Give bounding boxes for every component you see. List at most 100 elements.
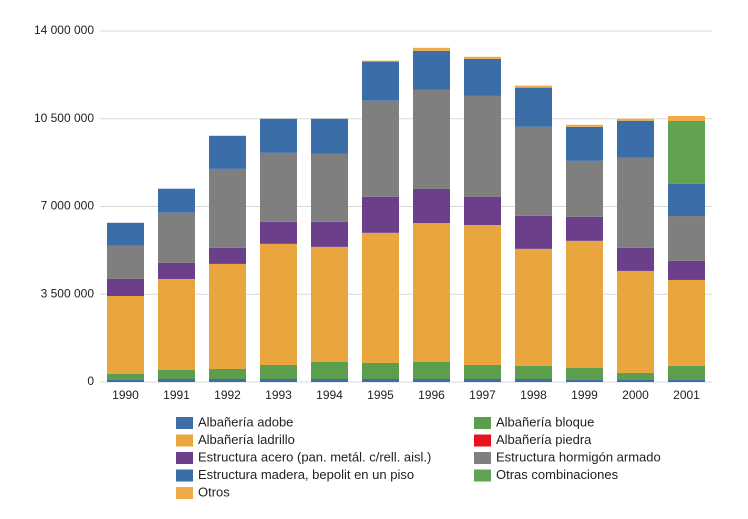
legend-label: Otros: [198, 484, 230, 499]
bar-segment: [158, 188, 195, 213]
bar-segment: [617, 372, 654, 380]
bar-segment: [107, 373, 144, 380]
bar-segment: [668, 279, 705, 366]
x-tick-label: 1991: [163, 388, 190, 402]
bar-segment: [107, 245, 144, 279]
bar-segment: [107, 222, 144, 246]
bar-segment: [362, 378, 399, 382]
bar-segment: [515, 126, 552, 216]
bar-segment: [617, 270, 654, 373]
bar-segment: [362, 100, 399, 197]
bar-segment: [209, 263, 246, 369]
bar-segment: [413, 47, 450, 51]
legend-swatch: [176, 417, 193, 429]
bar-segment: [362, 232, 399, 363]
bar-segment: [209, 168, 246, 248]
bar-segment: [515, 378, 552, 382]
y-tick-label: 3 500 000: [41, 286, 95, 300]
bar-segment: [617, 118, 654, 121]
x-tick-label: 1992: [214, 388, 241, 402]
legend-label: Albañería piedra: [496, 432, 592, 447]
bar-segment: [566, 160, 603, 217]
legend-label: Albañería ladrillo: [198, 432, 295, 447]
legend-label: Albañería adobe: [198, 414, 293, 429]
legend-label: Otras combinaciones: [496, 467, 619, 482]
legend-swatch: [474, 417, 491, 429]
bar-segment: [617, 120, 654, 158]
bar-segment: [107, 379, 144, 382]
x-tick-label: 1998: [520, 388, 547, 402]
bar-segment: [260, 364, 297, 379]
bar-segment: [260, 378, 297, 382]
bar-segment: [566, 240, 603, 368]
legend-label: Estructura hormigón armado: [496, 449, 661, 464]
bar-segment: [464, 225, 501, 365]
bar-segment: [209, 378, 246, 382]
bar-segment: [362, 61, 399, 101]
bar-segment: [464, 378, 501, 382]
bar-segment: [311, 361, 348, 379]
bar-segment: [668, 260, 705, 280]
bar-segment: [260, 152, 297, 222]
bar-segment: [515, 215, 552, 249]
y-tick-label: 0: [87, 374, 94, 388]
bar-segment: [566, 216, 603, 241]
bar-segment: [413, 361, 450, 379]
x-tick-label: 1990: [112, 388, 139, 402]
bar-segment: [158, 278, 195, 370]
bar-segment: [311, 378, 348, 382]
bar-segment: [158, 262, 195, 279]
bar-segment: [464, 196, 501, 226]
bar-segment: [260, 118, 297, 153]
legend-swatch: [474, 452, 491, 464]
bar-segment: [158, 369, 195, 379]
bar-segment: [515, 248, 552, 366]
x-tick-label: 1996: [418, 388, 445, 402]
x-tick-label: 1994: [316, 388, 343, 402]
legend-label: Albañería bloque: [496, 414, 594, 429]
x-tick-label: 2000: [622, 388, 649, 402]
bar-segment: [464, 58, 501, 96]
bar-segment: [566, 379, 603, 382]
bar-segment: [260, 243, 297, 365]
bar-segment: [668, 121, 705, 184]
y-tick-label: 10 500 000: [34, 111, 94, 125]
y-tick-label: 7 000 000: [41, 199, 95, 213]
bar-segment: [362, 362, 399, 379]
bar-segment: [209, 247, 246, 264]
bar-segment: [668, 379, 705, 382]
bar-segment: [617, 247, 654, 271]
legend-swatch: [474, 434, 491, 447]
legend-swatch: [176, 452, 193, 464]
bar-segment: [566, 367, 603, 380]
bar-segment: [362, 196, 399, 233]
x-tick-label: 1995: [367, 388, 394, 402]
x-tick-label: 1997: [469, 388, 496, 402]
bar-segment: [515, 365, 552, 379]
legend-swatch: [176, 469, 193, 482]
bar-segment: [107, 296, 144, 374]
bar-segment: [668, 216, 705, 261]
bar-segment: [668, 115, 705, 122]
bar-segment: [209, 368, 246, 379]
bar-segment: [413, 89, 450, 189]
bar-segment: [311, 153, 348, 222]
bar-segment: [158, 212, 195, 263]
bar-segment: [617, 379, 654, 382]
bar-segment: [515, 85, 552, 88]
bar-segment: [413, 223, 450, 362]
bar-segment: [311, 221, 348, 247]
legend: Albañería adobe Albañería bloque Albañería…: [176, 414, 661, 499]
bar-segment: [209, 135, 246, 169]
bar-segment: [413, 378, 450, 382]
bar-segment: [311, 118, 348, 154]
x-tick-label: 2001: [673, 388, 700, 402]
bar-segment: [566, 126, 603, 161]
bar-segment: [311, 246, 348, 362]
bar-segment: [107, 278, 144, 297]
bar-segment: [158, 378, 195, 382]
bar-segment: [464, 56, 501, 59]
bar-segment: [515, 87, 552, 127]
bar-segment: [464, 95, 501, 197]
